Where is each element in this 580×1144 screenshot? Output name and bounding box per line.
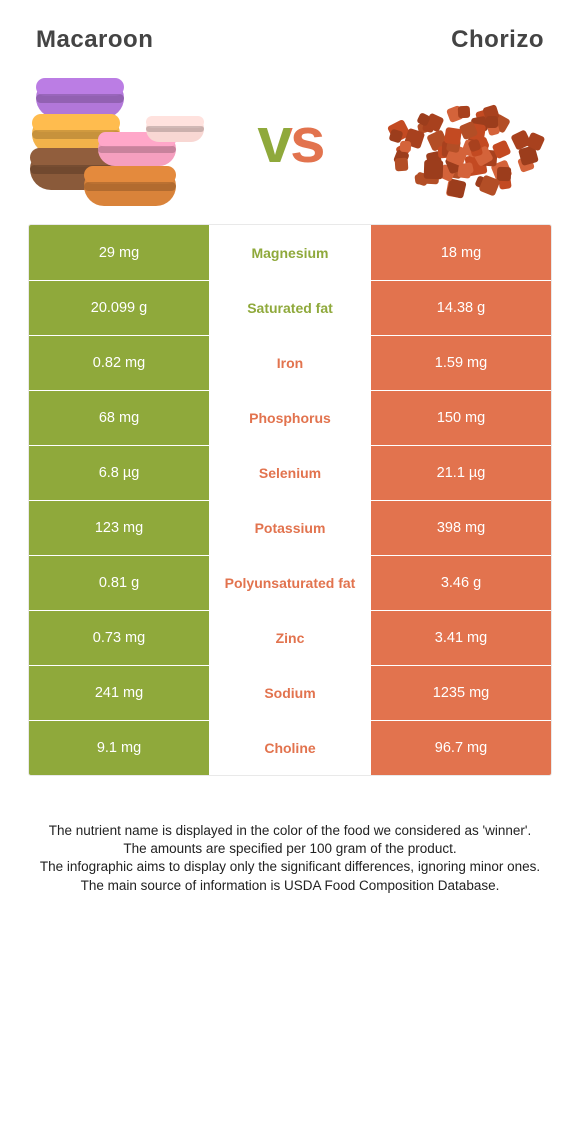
- nutrient-label: Sodium: [209, 666, 371, 720]
- table-row: 123 mgPotassium398 mg: [29, 500, 551, 555]
- nutrient-label: Zinc: [209, 611, 371, 665]
- nutrient-label: Polyunsaturated fat: [209, 556, 371, 610]
- nutrient-label: Selenium: [209, 446, 371, 500]
- value-right: 398 mg: [371, 501, 551, 555]
- chorizo-icon: [457, 106, 470, 119]
- nutrient-label: Choline: [209, 721, 371, 775]
- macaroon-icon: [36, 78, 124, 118]
- table-row: 6.8 µgSelenium21.1 µg: [29, 445, 551, 500]
- table-row: 9.1 mgCholine96.7 mg: [29, 720, 551, 775]
- footer-line: The nutrient name is displayed in the co…: [38, 822, 542, 840]
- value-left: 29 mg: [29, 225, 209, 280]
- chorizo-icon: [424, 160, 443, 179]
- nutrient-label: Saturated fat: [209, 281, 371, 335]
- value-left: 9.1 mg: [29, 721, 209, 775]
- comparison-table: 29 mgMagnesium18 mg20.099 gSaturated fat…: [28, 224, 552, 776]
- value-left: 241 mg: [29, 666, 209, 720]
- value-right: 96.7 mg: [371, 721, 551, 775]
- nutrient-label: Magnesium: [209, 225, 371, 280]
- footer-line: The main source of information is USDA F…: [38, 877, 542, 895]
- nutrient-label: Potassium: [209, 501, 371, 555]
- value-right: 1.59 mg: [371, 336, 551, 390]
- value-right: 3.41 mg: [371, 611, 551, 665]
- value-left: 68 mg: [29, 391, 209, 445]
- footer-line: The amounts are specified per 100 gram o…: [38, 840, 542, 858]
- value-right: 18 mg: [371, 225, 551, 280]
- nutrient-label: Iron: [209, 336, 371, 390]
- chorizo-image: [377, 70, 552, 210]
- value-right: 14.38 g: [371, 281, 551, 335]
- value-right: 150 mg: [371, 391, 551, 445]
- vs-label: vs: [257, 103, 322, 177]
- food-title-right: Chorizo: [290, 26, 544, 54]
- value-left: 0.81 g: [29, 556, 209, 610]
- value-left: 0.73 mg: [29, 611, 209, 665]
- value-right: 21.1 µg: [371, 446, 551, 500]
- infographic-container: Macaroon Chorizo vs 29 mgMagnesium18 mg2…: [0, 0, 580, 935]
- chorizo-icon: [395, 157, 409, 171]
- table-row: 68 mgPhosphorus150 mg: [29, 390, 551, 445]
- chorizo-icon: [399, 140, 410, 151]
- title-bar: Macaroon Chorizo: [28, 20, 552, 64]
- hero-row: vs: [28, 64, 552, 224]
- nutrient-label: Phosphorus: [209, 391, 371, 445]
- table-row: 0.73 mgZinc3.41 mg: [29, 610, 551, 665]
- value-left: 0.82 mg: [29, 336, 209, 390]
- value-right: 1235 mg: [371, 666, 551, 720]
- table-row: 0.81 gPolyunsaturated fat3.46 g: [29, 555, 551, 610]
- table-row: 0.82 mgIron1.59 mg: [29, 335, 551, 390]
- food-title-left: Macaroon: [36, 26, 290, 54]
- table-row: 241 mgSodium1235 mg: [29, 665, 551, 720]
- chorizo-icon: [444, 127, 462, 145]
- macaroon-icon: [84, 166, 176, 206]
- table-row: 29 mgMagnesium18 mg: [29, 225, 551, 280]
- footer-line: The infographic aims to display only the…: [38, 858, 542, 876]
- macaroon-icon: [146, 116, 204, 142]
- value-left: 123 mg: [29, 501, 209, 555]
- value-left: 20.099 g: [29, 281, 209, 335]
- table-row: 20.099 gSaturated fat14.38 g: [29, 280, 551, 335]
- value-left: 6.8 µg: [29, 446, 209, 500]
- chorizo-icon: [486, 116, 498, 128]
- macaroon-image: [28, 70, 203, 210]
- chorizo-icon: [461, 162, 473, 174]
- footer-notes: The nutrient name is displayed in the co…: [28, 776, 552, 905]
- value-right: 3.46 g: [371, 556, 551, 610]
